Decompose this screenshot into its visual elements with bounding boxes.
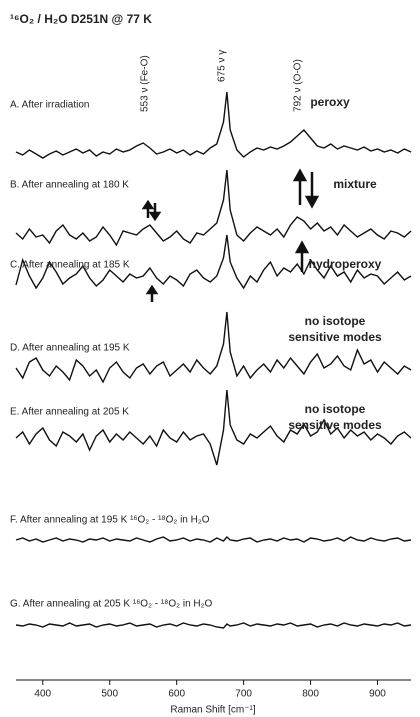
trace-label: C. After annealing at 185 K — [10, 260, 130, 271]
trace-label: B. After annealing at 180 K — [10, 180, 129, 191]
trace-label: D. After annealing at 195 K — [10, 343, 130, 354]
state-label: no isotope — [305, 314, 366, 328]
x-tick-label: 600 — [168, 689, 185, 700]
x-tick-label: 900 — [369, 689, 386, 700]
spectrum — [15, 622, 412, 629]
trace-label: F. After annealing at 195 K ¹⁶O₂ - ¹⁸O₂ … — [10, 515, 210, 526]
trace-label: G. After annealing at 205 K ¹⁶O₂ - ¹⁸O₂ … — [10, 599, 213, 610]
x-tick-label: 500 — [101, 689, 118, 700]
x-axis-label: Raman Shift [cm⁻¹] — [170, 705, 256, 716]
state-label: no isotope — [305, 402, 366, 416]
state-label: hydroperoxy — [309, 257, 382, 271]
x-tick-label: 700 — [235, 689, 252, 700]
state-label: mixture — [333, 177, 377, 191]
state-label: peroxy — [310, 95, 350, 109]
spectrum — [15, 535, 412, 543]
peak-annotation: 792 ν (O-O) — [293, 59, 304, 112]
x-tick-label: 400 — [34, 689, 51, 700]
spectrum — [15, 234, 412, 290]
spectrum — [15, 169, 412, 247]
x-tick-label: 800 — [302, 689, 319, 700]
trace-label: E. After annealing at 205 K — [10, 407, 129, 418]
spectrum — [15, 311, 412, 384]
peak-annotation: 675 ν γ — [217, 50, 228, 82]
peak-annotation: 553 ν (Fe-O) — [140, 55, 151, 112]
trace-label: A. After irradiation — [10, 100, 89, 111]
arrows — [141, 168, 320, 302]
chart-title: ¹⁶O₂ / H₂O D251N @ 77 K — [10, 12, 152, 26]
state-label: sensitive modes — [288, 330, 382, 344]
state-label: sensitive modes — [288, 418, 382, 432]
spectrum — [15, 91, 412, 159]
spectrum — [15, 389, 412, 466]
